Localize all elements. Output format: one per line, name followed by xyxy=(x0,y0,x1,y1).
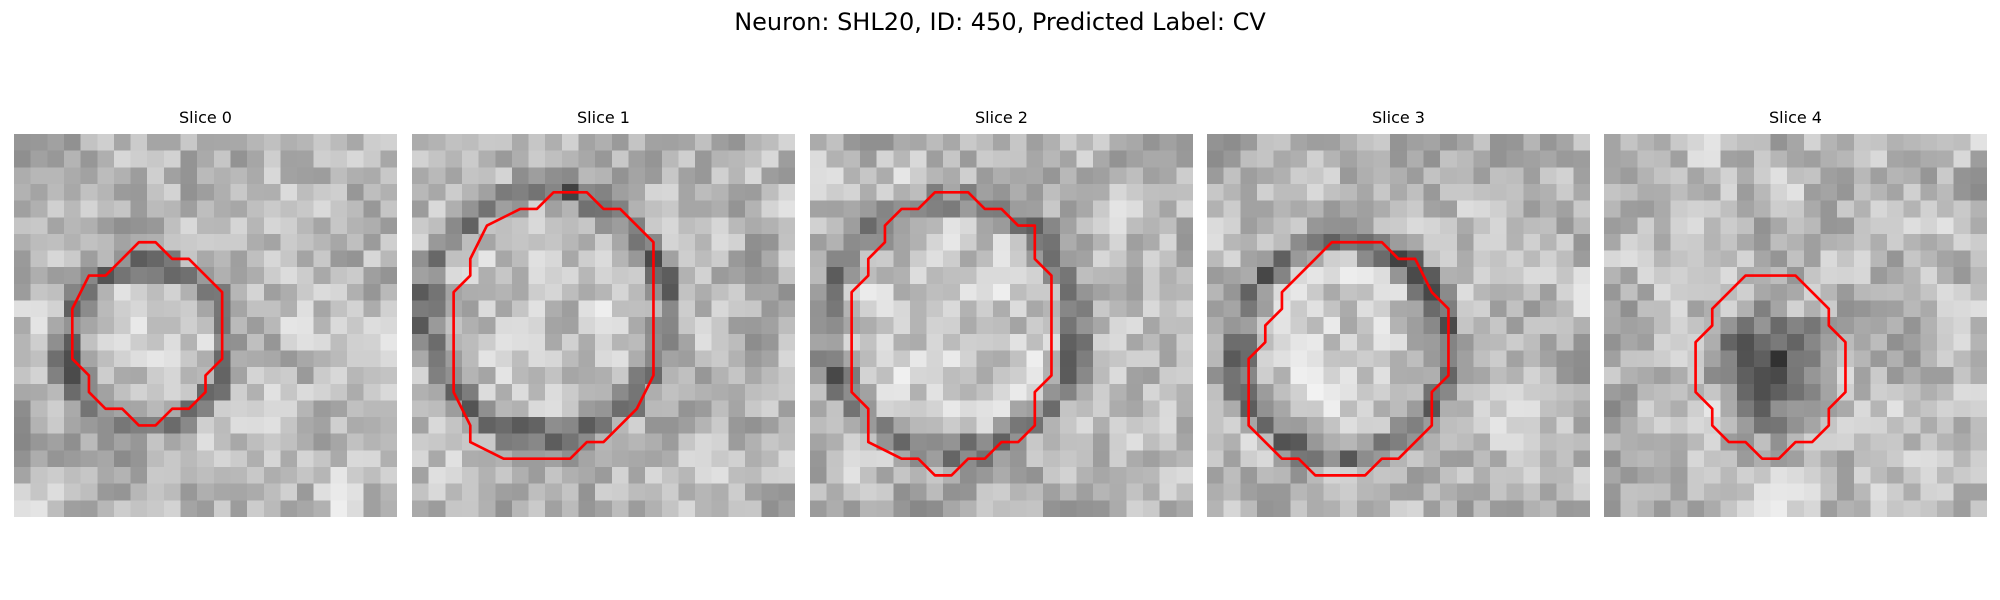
slice-panel-0: Slice 0 xyxy=(14,108,397,518)
slice-title-1: Slice 1 xyxy=(577,108,630,127)
segmentation-contour xyxy=(70,240,224,427)
slice-panel-2: Slice 2 xyxy=(810,108,1193,518)
slice-image-0 xyxy=(14,134,397,517)
slice-title-0: Slice 0 xyxy=(179,108,232,127)
pixel-grid xyxy=(1604,134,1987,517)
pixel-grid xyxy=(810,134,1193,517)
pixel-grid xyxy=(1207,134,1590,517)
slice-image-1 xyxy=(412,134,795,517)
segmentation-contour xyxy=(1694,274,1847,461)
figure-title: Neuron: SHL20, ID: 450, Predicted Label:… xyxy=(734,8,1266,36)
slice-title-4: Slice 4 xyxy=(1769,108,1822,127)
slice-panel-3: Slice 3 xyxy=(1207,108,1590,518)
slice-title-3: Slice 3 xyxy=(1372,108,1425,127)
segmentation-contour xyxy=(1247,240,1450,477)
slice-panel-4: Slice 4 xyxy=(1604,108,1987,518)
pixel-grid xyxy=(412,134,795,517)
slice-image-4 xyxy=(1604,134,1987,517)
segmentation-contour xyxy=(850,190,1053,477)
segmentation-contour xyxy=(452,190,655,461)
slice-image-3 xyxy=(1207,134,1590,517)
slice-title-2: Slice 2 xyxy=(975,108,1028,127)
slice-image-2 xyxy=(810,134,1193,517)
slice-panel-1: Slice 1 xyxy=(412,108,795,518)
pixel-grid xyxy=(14,134,397,517)
